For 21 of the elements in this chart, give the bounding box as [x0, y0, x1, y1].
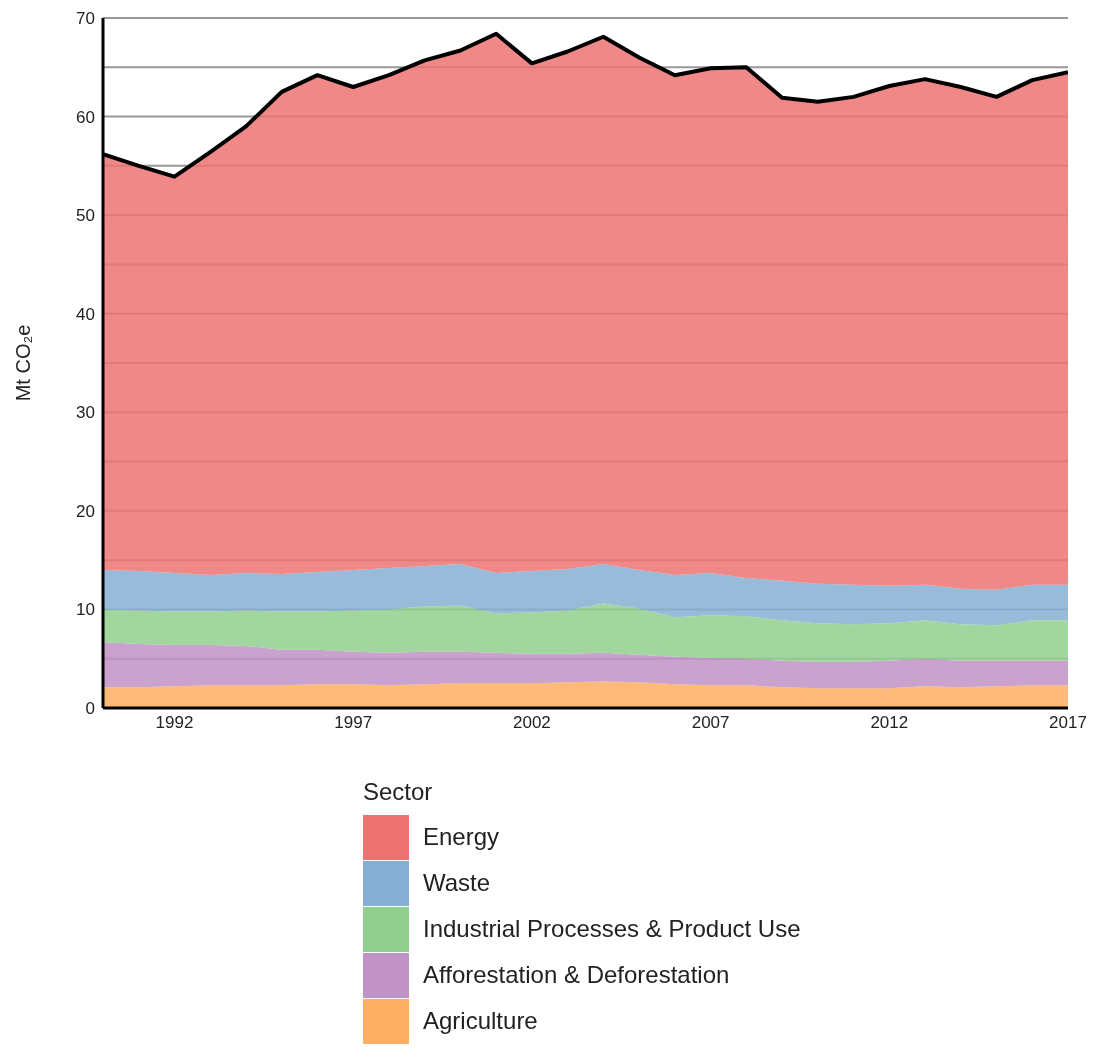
x-tick-label: 2012: [870, 713, 909, 733]
y-tick-label: 10: [76, 600, 95, 620]
y-tick-label: 70: [76, 9, 95, 29]
legend-label: Waste: [423, 869, 491, 897]
x-tick-label: 2017: [1049, 713, 1087, 733]
y-tick-label: 30: [76, 403, 95, 423]
legend-label: Industrial Processes & Product Use: [423, 915, 801, 943]
legend-label: Energy: [423, 823, 500, 851]
legend-label: Afforestation & Deforestation: [423, 961, 730, 989]
legend-label: Agriculture: [423, 1007, 538, 1035]
y-tick-label: 40: [76, 304, 95, 324]
y-tick-label: 0: [85, 699, 95, 719]
legend-title: Sector: [363, 778, 434, 806]
y-axis-title: Mt CO₂e: [12, 324, 35, 402]
y-tick-label: 20: [76, 501, 95, 521]
x-tick-label: 2007: [691, 713, 730, 733]
y-tick-label: 50: [76, 206, 95, 226]
x-tick-label: 2002: [512, 713, 551, 733]
x-tick-label: 1997: [334, 713, 373, 733]
x-tick-label: 1992: [155, 713, 194, 733]
y-tick-label: 60: [76, 107, 95, 127]
